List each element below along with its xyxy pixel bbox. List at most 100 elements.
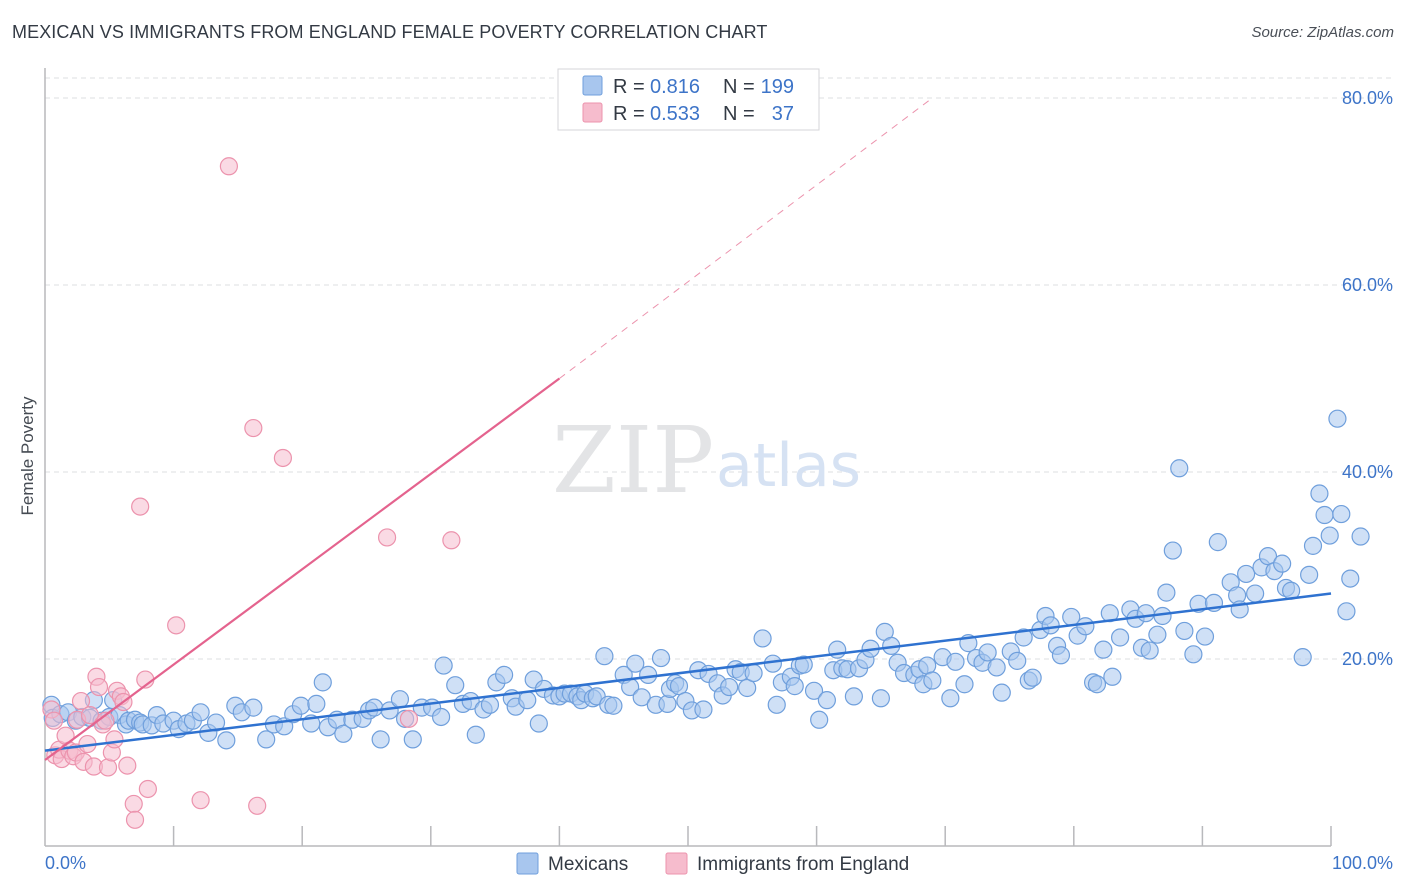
england-point-26 xyxy=(124,794,143,814)
mexicans-point-45 xyxy=(365,698,384,717)
mexicans-point-157 xyxy=(1087,675,1107,694)
mexicans-point-196 xyxy=(1332,504,1351,524)
mexicans-point-134 xyxy=(941,689,960,708)
mexicans-point-198 xyxy=(1341,569,1360,588)
england-point-25 xyxy=(118,756,137,775)
england-trend-line xyxy=(44,377,561,761)
mexicans-point-112 xyxy=(804,681,824,700)
x-tick-label-min: 0.0% xyxy=(45,853,86,873)
mexicans-points xyxy=(42,409,1370,750)
mexicans-point-87 xyxy=(651,648,671,668)
mexicans-point-184 xyxy=(1258,547,1278,566)
england-point-32 xyxy=(191,791,210,810)
england-point-30 xyxy=(138,779,157,799)
mexicans-point-37 xyxy=(307,694,326,713)
mexicans-point-53 xyxy=(434,656,453,675)
mexicans-point-145 xyxy=(1014,628,1033,647)
mexicans-point-161 xyxy=(1110,628,1130,647)
mexicans-point-119 xyxy=(844,687,863,706)
mexicans-point-182 xyxy=(1246,584,1265,603)
england-point-1 xyxy=(44,711,64,730)
legend-n-value-1: 199 xyxy=(761,76,794,98)
watermark-zip: ZIP xyxy=(552,407,714,514)
mexicans-point-190 xyxy=(1300,565,1319,584)
mexicans-point-58 xyxy=(466,725,485,744)
mexicans-point-171 xyxy=(1170,459,1189,478)
mexicans-point-172 xyxy=(1175,621,1194,641)
series-legend-swatch-mexicans xyxy=(516,852,539,875)
mexicans-point-99 xyxy=(720,677,739,697)
england-point-19 xyxy=(98,758,118,777)
england-point-37 xyxy=(377,528,397,547)
trend-lines xyxy=(44,97,1332,761)
mexicans-point-41 xyxy=(334,724,353,743)
england-points xyxy=(42,157,461,829)
mexicans-point-166 xyxy=(1140,641,1159,660)
mexicans-point-55 xyxy=(446,676,465,695)
mexicans-point-111 xyxy=(794,655,813,674)
mexicans-point-191 xyxy=(1303,536,1323,555)
mexicans-point-67 xyxy=(529,714,548,733)
legend-swatch-mexicans xyxy=(582,75,603,96)
y-tick-label-60: 60.0% xyxy=(1342,275,1393,295)
mexicans-point-150 xyxy=(1041,616,1060,635)
mexicans-trend-line xyxy=(44,592,1332,752)
mexicans-point-78 xyxy=(595,647,614,666)
mexicans-point-91 xyxy=(669,677,689,696)
mexicans-point-54 xyxy=(431,707,451,727)
mexicans-point-109 xyxy=(785,677,804,696)
y-tick-labels: 20.0% 40.0% 60.0% 80.0% xyxy=(1342,88,1393,669)
england-trend-extension xyxy=(559,97,933,379)
gridlines xyxy=(45,77,1393,660)
mexicans-point-147 xyxy=(1023,668,1042,687)
mexicans-point-152 xyxy=(1051,646,1071,665)
mexicans-point-144 xyxy=(1008,651,1027,670)
mexicans-point-181 xyxy=(1237,564,1256,584)
legend-swatch-england xyxy=(582,102,603,123)
y-axis-label: Female Poverty xyxy=(18,396,37,516)
mexicans-point-197 xyxy=(1337,602,1356,621)
england-point-38 xyxy=(399,709,419,728)
mexicans-point-27 xyxy=(217,731,236,750)
mexicans-point-169 xyxy=(1157,583,1176,602)
mexicans-point-140 xyxy=(978,643,997,662)
mexicans-point-158 xyxy=(1094,640,1113,659)
y-tick-label-80: 80.0% xyxy=(1342,88,1393,108)
mexicans-point-114 xyxy=(817,691,836,710)
england-point-16 xyxy=(89,677,109,697)
mexicans-point-85 xyxy=(639,665,658,684)
mexicans-point-80 xyxy=(604,696,623,715)
series-legend-mexicans: Mexicans xyxy=(548,854,628,875)
mexicans-point-35 xyxy=(291,696,311,715)
mexicans-point-102 xyxy=(738,678,757,698)
mexicans-point-106 xyxy=(767,695,786,714)
mexicans-point-31 xyxy=(257,730,276,749)
mexicans-point-175 xyxy=(1195,627,1215,646)
legend-r-label-1: R = xyxy=(613,76,645,98)
mexicans-point-142 xyxy=(992,683,1011,702)
mexicans-point-88 xyxy=(658,694,677,713)
legend-r-value-2: 0.533 xyxy=(650,103,700,125)
england-point-35 xyxy=(248,796,267,815)
mexicans-point-38 xyxy=(313,673,332,692)
mexicans-point-195 xyxy=(1328,409,1347,428)
england-point-21 xyxy=(105,730,124,749)
mexicans-point-95 xyxy=(694,700,713,719)
legend-n-label-1: N = xyxy=(723,76,755,98)
mexicans-point-24 xyxy=(191,703,210,722)
correlation-legend: R = 0.816 N = 199 R = 0.533 N = 37 xyxy=(557,68,820,131)
mexicans-point-26 xyxy=(206,713,226,732)
mexicans-point-57 xyxy=(461,691,480,711)
mexicans-point-136 xyxy=(955,675,974,694)
mexicans-point-199 xyxy=(1351,527,1370,546)
series-legend-england: Immigrants from England xyxy=(697,854,909,875)
x-axis-ticks xyxy=(172,826,1332,846)
mexicans-point-192 xyxy=(1310,484,1329,503)
series-legend-swatch-england xyxy=(665,852,688,875)
y-tick-label-40: 40.0% xyxy=(1342,462,1393,482)
england-point-10 xyxy=(71,691,91,711)
england-point-34 xyxy=(244,418,263,438)
legend-n-label-2: N = xyxy=(723,103,755,125)
mexicans-point-189 xyxy=(1293,648,1312,667)
series-legend: Mexicans Immigrants from England xyxy=(516,852,909,875)
